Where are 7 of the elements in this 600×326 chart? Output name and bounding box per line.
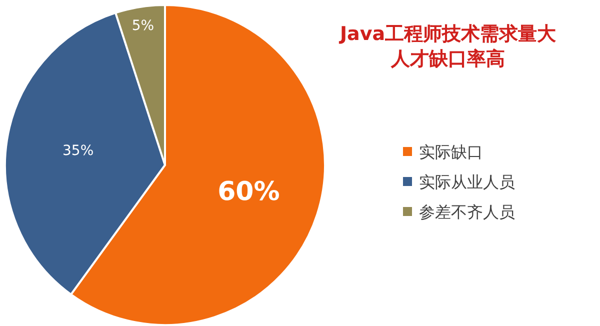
- data-label: 5%: [132, 18, 154, 34]
- legend-label: 实际缺口: [419, 142, 483, 162]
- text: Java工程师技术需求量大人才缺口率高: [338, 23, 558, 70]
- legend-label: 参差不齐人员: [419, 202, 515, 222]
- data-label: 60%: [218, 177, 280, 208]
- legend-label: 实际从业人员: [419, 172, 515, 192]
- data-label: 35%: [62, 143, 94, 160]
